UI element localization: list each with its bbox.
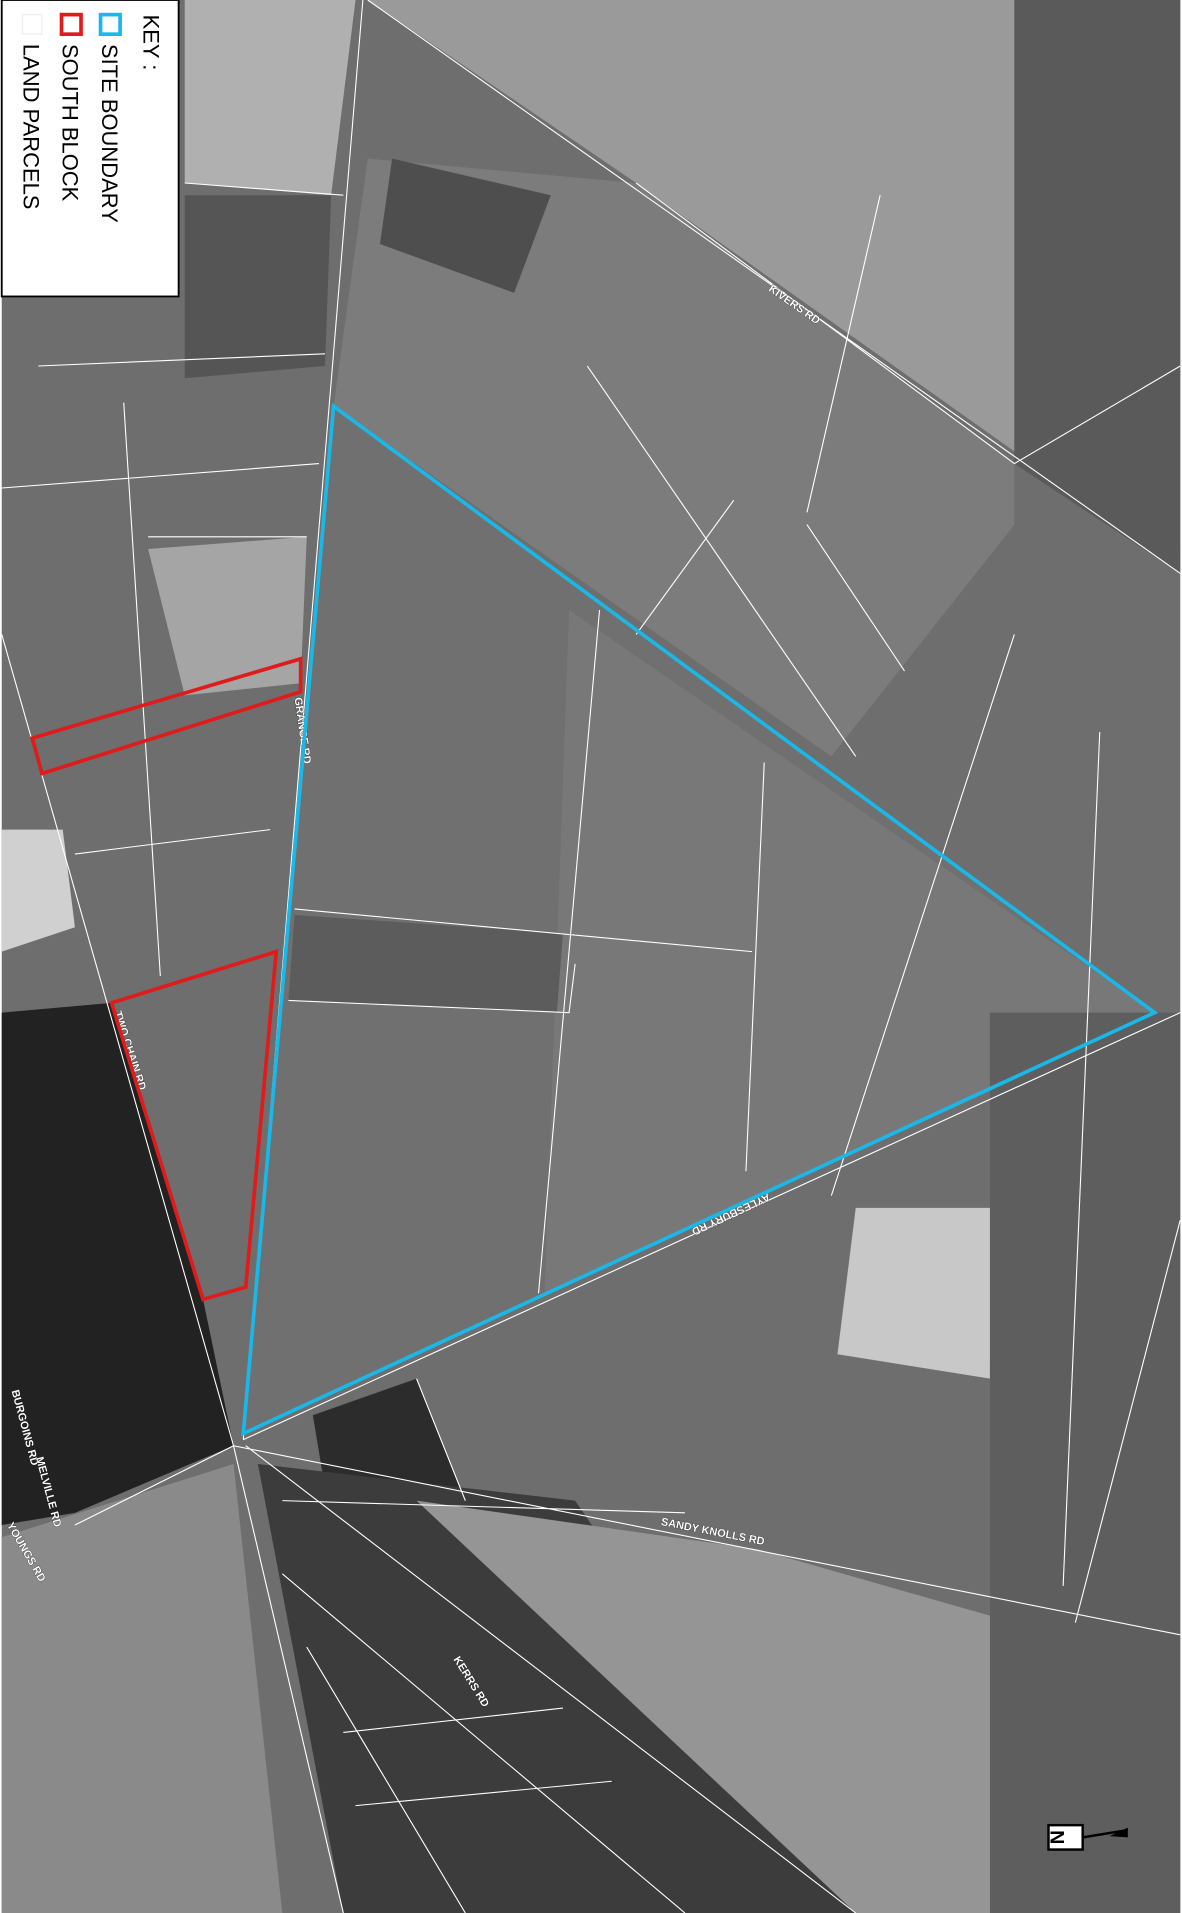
south-block [109,949,279,1302]
key-items: SITE BOUNDARY SOUTH BLOCK LAND PARCELS [19,12,122,223]
south-block [29,656,303,776]
key-label: SOUTH BLOCK [58,44,83,202]
north-label: N [1046,1830,1068,1844]
key-label: LAND PARCELS [19,44,44,210]
key-swatch [59,12,83,36]
site-boundary [241,402,1159,1437]
key-swatch [98,12,122,36]
key-title: KEY : [138,15,163,71]
key: KEY : SITE BOUNDARY SOUTH BLOCK LAND PARCE… [0,0,180,298]
north-arrow: N [1046,1823,1129,1851]
key-swatch [21,14,43,35]
key-label: SITE BOUNDARY [97,44,122,223]
